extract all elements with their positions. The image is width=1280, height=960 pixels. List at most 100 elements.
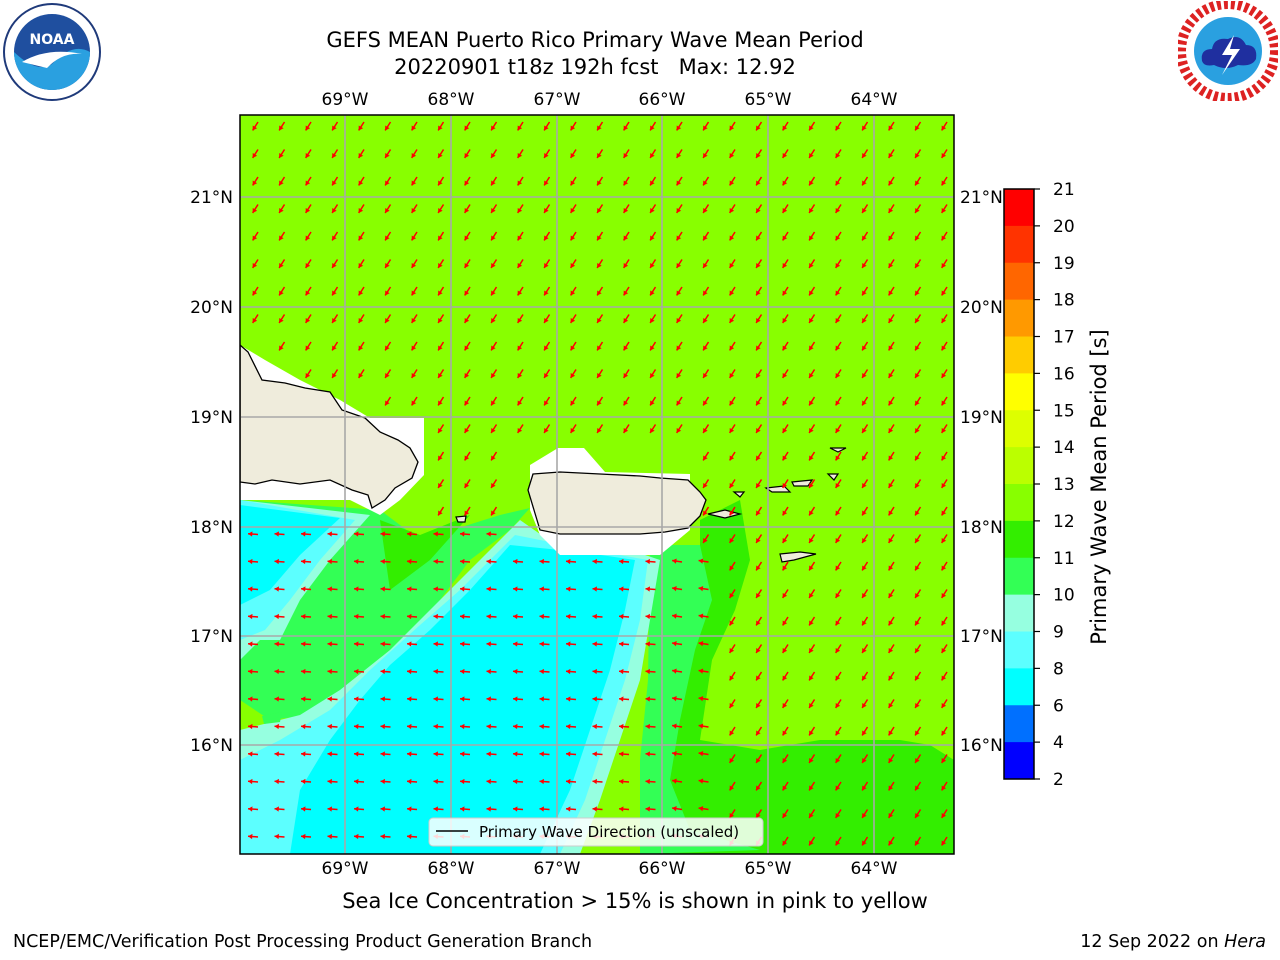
wave-arrow-head: [385, 125, 390, 131]
wave-arrow-head: [460, 558, 465, 565]
wave-arrow-head: [358, 207, 364, 213]
wave-arrow-head: [252, 207, 258, 213]
wave-arrow-head: [274, 833, 279, 840]
wave-arrow-head: [354, 833, 359, 840]
wave-arrow-head: [438, 235, 443, 241]
wave-arrow-head: [305, 152, 311, 158]
wave-arrow-head: [835, 125, 841, 131]
wave-arrow-head: [941, 592, 947, 598]
wave-arrow-head: [433, 531, 438, 537]
wave-arrow-head: [782, 235, 788, 241]
wave-arrow-head: [729, 620, 735, 626]
wave-arrow-head: [464, 152, 470, 158]
wave-period-field: [240, 115, 954, 854]
wave-arrow-head: [592, 696, 597, 702]
latitude-label: 17°N: [960, 627, 1003, 647]
wave-arrow-head: [835, 427, 841, 433]
wave-arrow-head: [941, 235, 947, 241]
wave-arrow-head: [756, 290, 761, 296]
wave-arrow-head: [698, 558, 704, 564]
wave-arrow-head: [703, 537, 708, 543]
wave-arrow-head: [274, 751, 279, 757]
wave-arrow-head: [248, 751, 253, 757]
wave-arrow-head: [756, 510, 761, 516]
wave-arrow-head: [888, 290, 894, 296]
wave-arrow-head: [385, 345, 390, 351]
wave-arrow-head: [756, 537, 761, 543]
wave-arrow-head: [623, 372, 629, 378]
wave-arrow-head: [438, 372, 443, 378]
wave-arrow-head: [915, 537, 920, 543]
wave-arrow-head: [941, 565, 947, 571]
colorbar-tick-label: 9: [1053, 623, 1064, 643]
wave-arrow-head: [645, 668, 650, 675]
colorbar-segment: [1004, 484, 1034, 522]
wave-arrow-head: [597, 400, 602, 406]
wave-arrow-head: [698, 696, 704, 702]
chart-subtitle: 20220901 t18z 192h fcst Max: 12.92: [394, 55, 796, 79]
wave-arrow-head: [513, 806, 518, 812]
wave-arrow-head: [385, 317, 390, 323]
wave-arrow-head: [248, 613, 253, 620]
wave-arrow-head: [380, 668, 385, 675]
wave-arrow-head: [782, 757, 788, 763]
wave-arrow-head: [411, 372, 417, 378]
wave-arrow-head: [703, 427, 708, 433]
wave-arrow-head: [248, 586, 253, 592]
wave-arrow-head: [782, 262, 788, 268]
wave-arrow-head: [862, 180, 867, 186]
wave-arrow-head: [623, 235, 629, 241]
wave-arrow-head: [517, 372, 523, 378]
wave-arrow-head: [592, 778, 597, 785]
wave-arrow-head: [491, 235, 496, 241]
wave-arrow-head: [729, 675, 735, 681]
wave-arrow-head: [698, 806, 704, 812]
wave-arrow-head: [566, 751, 571, 757]
colorbar-tick-label: 2: [1053, 770, 1064, 790]
wave-arrow-head: [756, 455, 761, 461]
wave-arrow-head: [252, 180, 258, 186]
wave-arrow-head: [380, 641, 385, 647]
wave-arrow-head: [809, 675, 814, 681]
wave-arrow-head: [703, 207, 708, 213]
wave-arrow-head: [729, 207, 735, 213]
wave-arrow-head: [809, 290, 814, 296]
wave-arrow-head: [539, 751, 544, 757]
wave-arrow-head: [327, 806, 332, 812]
wave-arrow-head: [862, 345, 867, 351]
wave-arrow-head: [486, 668, 491, 675]
wave-arrow-head: [672, 558, 677, 564]
latitude-label: 16°N: [190, 736, 233, 756]
wave-arrow-head: [835, 180, 841, 186]
wave-arrow-head: [809, 537, 814, 543]
wave-arrow-head: [915, 592, 920, 598]
wave-arrow-head: [305, 290, 311, 296]
wave-arrow-head: [782, 317, 788, 323]
wave-arrow-head: [941, 510, 947, 516]
colorbar-tick-label: 11: [1053, 549, 1075, 569]
wave-arrow-head: [301, 613, 306, 620]
map-frame: [239, 114, 955, 855]
colorbar-tick-label: 12: [1053, 512, 1075, 532]
wave-arrow-head: [729, 400, 735, 406]
wave-arrow-head: [407, 806, 412, 812]
wave-arrow-head: [517, 345, 523, 351]
wave-arrow-head: [407, 531, 412, 537]
wave-arrow-head: [332, 345, 337, 351]
wave-arrow-head: [703, 317, 708, 323]
wave-arrow-head: [729, 482, 735, 488]
wave-arrow-head: [619, 751, 624, 757]
wave-arrow-head: [544, 372, 549, 378]
wave-arrow-head: [385, 400, 390, 406]
wave-arrow-head: [597, 317, 602, 323]
wave-arrow-head: [517, 207, 523, 213]
wave-arrow-head: [650, 290, 655, 296]
wave-arrow-head: [274, 723, 279, 730]
wave-arrow-head: [915, 317, 920, 323]
colorbar-segment: [1004, 262, 1034, 301]
wave-arrow-head: [782, 207, 788, 213]
wave-arrow-head: [433, 668, 438, 675]
wave-arrow-head: [698, 751, 704, 757]
wave-arrow-head: [756, 482, 761, 488]
wave-arrow-head: [407, 641, 412, 647]
